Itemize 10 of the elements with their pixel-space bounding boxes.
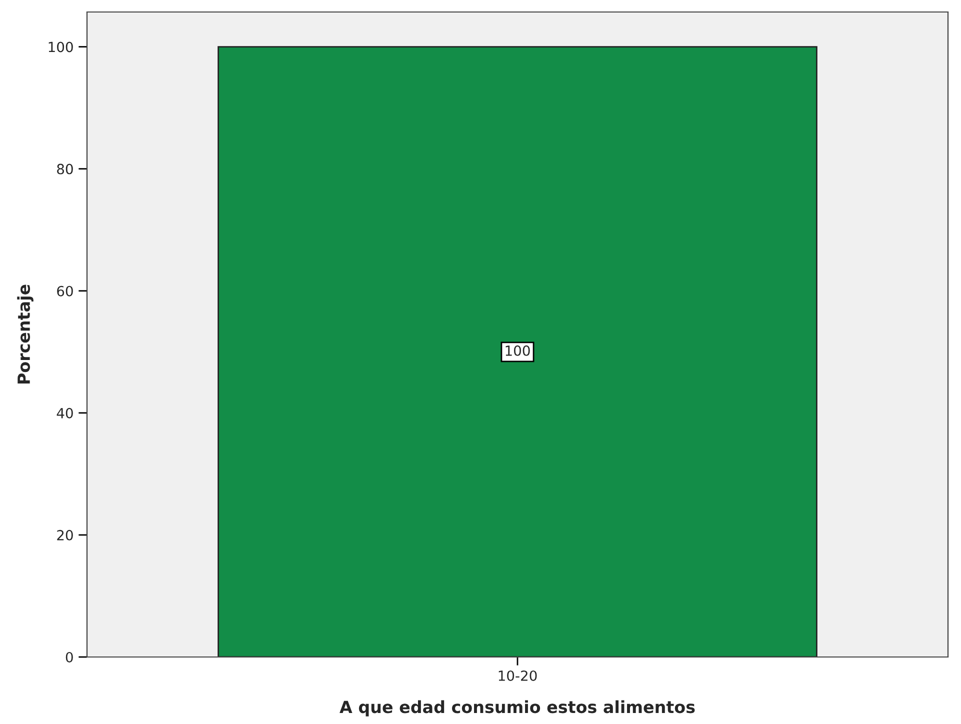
y-tick-label: 80 [57, 164, 73, 174]
y-axis-title: Porcentaje [17, 284, 34, 384]
x-tick-label: 10-20 [498, 670, 537, 681]
y-tick-label: 40 [56, 408, 73, 418]
x-axis-title: A que edad consumio estos alimentos [340, 700, 695, 716]
data-label: 100 [506, 345, 530, 356]
y-tick-label: 100 [48, 42, 73, 52]
y-tick-label: 20 [57, 530, 73, 540]
y-tick-label: 0 [66, 652, 73, 662]
y-tick-label: 60 [57, 286, 73, 296]
